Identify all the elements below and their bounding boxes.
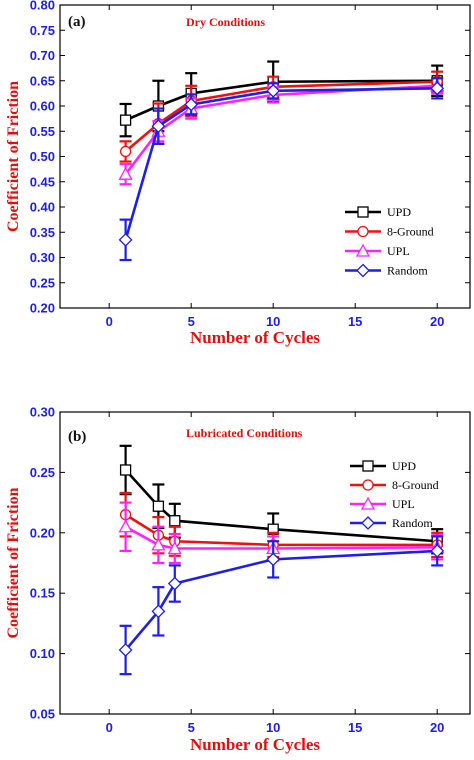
data-point — [118, 166, 133, 180]
legend-marker — [360, 496, 376, 510]
series-8-ground — [119, 70, 444, 163]
x-tick-label: 0 — [106, 314, 113, 329]
data-point — [184, 97, 199, 112]
panel-label: (b) — [68, 429, 86, 445]
data-point — [119, 464, 132, 476]
y-tick-label: 0.20 — [30, 301, 55, 316]
data-point — [430, 544, 445, 558]
data-point — [118, 519, 133, 533]
legend-label: Random — [387, 264, 428, 278]
data-point — [119, 145, 132, 158]
data-point — [119, 114, 132, 126]
x-tick-label: 20 — [430, 720, 444, 735]
y-tick-label: 0.15 — [30, 586, 55, 601]
y-tick-label: 0.60 — [30, 99, 55, 114]
y-tick-label: 0.50 — [30, 149, 55, 164]
chart-title: Dry Conditions — [186, 15, 265, 29]
series-upl — [118, 77, 445, 186]
data-point — [118, 643, 133, 657]
data-point — [151, 119, 166, 134]
data-point — [151, 537, 166, 551]
data-point — [152, 500, 165, 512]
x-tick-label: 5 — [188, 720, 195, 735]
y-tick-label: 0.80 — [30, 0, 55, 13]
data-point — [266, 552, 281, 567]
legend-marker — [355, 243, 371, 257]
data-point — [167, 541, 182, 555]
x-axis-label: Number of Cycles — [190, 328, 320, 347]
y-tick-label: 0.75 — [30, 23, 55, 38]
data-point — [167, 576, 182, 591]
y-tick-label: 0.20 — [30, 525, 55, 540]
legend-label: UPL — [392, 497, 415, 511]
data-point — [118, 232, 133, 247]
legend-label: 8-Ground — [387, 225, 434, 239]
y-tick-label: 0.40 — [30, 200, 55, 215]
x-tick-label: 0 — [106, 720, 113, 735]
series-line — [124, 469, 438, 543]
plot-frame — [59, 411, 471, 715]
legend-marker — [362, 479, 374, 491]
x-tick-label: 20 — [430, 314, 444, 329]
data-point — [430, 81, 445, 96]
legend-marker — [362, 460, 374, 472]
chart-title: Lubricated Conditions — [186, 426, 303, 440]
y-tick-label: 0.05 — [30, 707, 55, 722]
legend-label: UPL — [387, 244, 410, 258]
chart-panel-2: 0.05 0.10 0.15 0.20 0.25 0.30 0 5 10 15 20 Number o… — [5, 405, 471, 754]
legend-label: UPD — [387, 205, 411, 219]
series-random — [118, 77, 445, 262]
legend: UPD 8-Ground UPL Random — [350, 459, 439, 530]
x-axis-label: Number of Cycles — [190, 735, 320, 754]
series-random — [118, 535, 445, 676]
x-tick-label: 5 — [188, 314, 195, 329]
y-tick-label: 0.10 — [30, 646, 55, 661]
y-tick-label: 0.30 — [30, 250, 55, 265]
x-tick-label: 15 — [348, 720, 362, 735]
y-tick-label: 0.25 — [30, 275, 55, 290]
y-tick-label: 0.30 — [30, 405, 55, 420]
legend-marker — [356, 263, 370, 278]
x-tick-label: 10 — [266, 720, 280, 735]
data-point — [169, 515, 181, 527]
x-tick-label: 10 — [266, 314, 280, 329]
panel-label: (a) — [68, 14, 86, 30]
data-point — [266, 83, 281, 98]
legend-label: Random — [392, 516, 433, 530]
legend: UPD 8-Ground UPL Random — [345, 205, 434, 278]
legend-marker — [357, 225, 369, 238]
x-tick-label: 15 — [348, 314, 362, 329]
legend-marker — [361, 516, 375, 530]
y-tick-label: 0.45 — [30, 174, 55, 189]
y-tick-label: 0.65 — [30, 73, 55, 88]
y-tick-label: 0.35 — [30, 225, 55, 240]
data-point — [151, 604, 166, 619]
legend-label: UPD — [392, 459, 416, 473]
legend-label: 8-Ground — [392, 478, 439, 492]
y-tick-label: 0.25 — [30, 465, 55, 480]
y-tick-label: 0.70 — [30, 48, 55, 63]
y-axis-label: Coefficient of Friction — [5, 81, 22, 232]
y-tick-label: 0.55 — [30, 124, 55, 139]
y-axis-label: Coefficient of Friction — [5, 487, 22, 638]
legend-marker — [357, 206, 369, 218]
series-line — [124, 84, 438, 175]
chart-panel-1: 0.20 0.25 0.30 0.35 0.40 0.45 0.50 0.55 0.60 0.65… — [5, 0, 471, 347]
